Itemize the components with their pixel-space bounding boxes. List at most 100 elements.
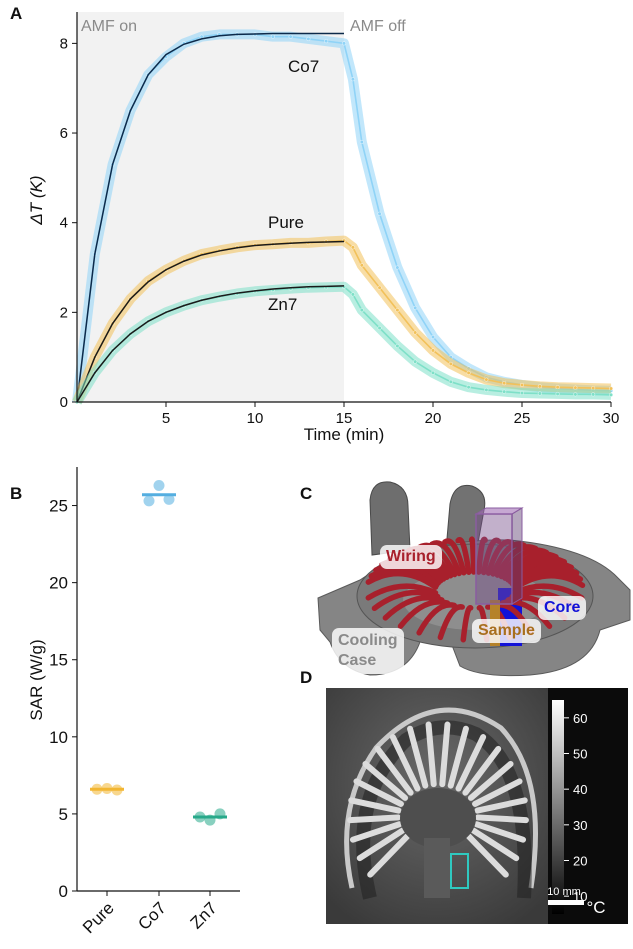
coil-winding — [502, 551, 559, 581]
coil-winding — [499, 599, 553, 629]
x-tick-label: 20 — [425, 410, 442, 427]
coil-winding — [505, 555, 568, 583]
thermal-outer-ring — [344, 707, 538, 889]
thermal-coil-spoke — [447, 725, 469, 789]
colorbar-gradient — [552, 700, 564, 914]
thermal-coil-spoke — [374, 745, 414, 796]
fit-curve-pure — [76, 240, 345, 403]
series-point-co7 — [359, 139, 364, 144]
series-point-co7 — [350, 77, 355, 82]
thermal-coil-spoke — [465, 833, 509, 878]
series-point-co7 — [431, 335, 436, 340]
coil-winding — [485, 539, 515, 576]
cooling-pipe-right — [445, 484, 486, 555]
x-axis-label: Time (min) — [304, 425, 385, 444]
coil-winding — [416, 602, 458, 636]
sar-x-tick-label: Zn7 — [187, 898, 221, 932]
series-point-co7 — [270, 34, 275, 39]
cooling-case-label: Cooling Case — [332, 628, 404, 674]
fit-curve-zn7 — [76, 285, 345, 403]
colorbar-tick-label: 40 — [573, 782, 587, 797]
cooling-pipe-left — [369, 481, 411, 556]
series-point-co7 — [324, 39, 329, 44]
panel-letter-b: B — [10, 484, 23, 503]
series-point-pure — [448, 361, 453, 366]
coil-winding — [442, 538, 467, 576]
series-point-co7 — [342, 41, 347, 46]
series-point-co7 — [395, 265, 400, 270]
sar-point-co7 — [143, 495, 155, 507]
y-tick-label: 6 — [60, 125, 68, 142]
panel-letter-c: C — [300, 484, 313, 503]
coil-winding — [365, 583, 439, 601]
amf-off-label: AMF off — [350, 18, 406, 35]
sample-roi-box — [450, 853, 469, 889]
thermal-coil-spoke — [439, 721, 451, 788]
series-point-pure — [573, 385, 578, 390]
x-tick-label: 15 — [336, 410, 353, 427]
thermal-sample-stem — [424, 838, 450, 898]
series-point-zn7 — [359, 308, 364, 313]
thermal-coil-spoke — [389, 734, 421, 792]
sample-vial — [475, 513, 513, 605]
thermal-coil-spoke — [353, 778, 404, 807]
thermal-coil-spoke — [367, 833, 411, 878]
sar-x-tick-label: Pure — [79, 898, 118, 937]
series-point-zn7 — [413, 359, 418, 364]
series-point-zn7 — [484, 387, 489, 392]
coil-winding — [494, 544, 539, 578]
coil-winding — [512, 573, 586, 592]
thermal-coil-spoke — [474, 797, 528, 814]
sample-label: Sample — [472, 619, 541, 643]
thermal-coil-spoke — [455, 734, 487, 792]
thermal-coil-spoke — [467, 760, 514, 801]
coil-winding — [368, 566, 440, 588]
coil-winding — [429, 540, 462, 577]
sar-y-tick-label: 20 — [49, 574, 68, 593]
series-point-co7 — [413, 305, 418, 310]
series-label-co7: Co7 — [288, 57, 319, 76]
thermal-image-panel: 10 20 30 40 50 60 °C 10 mm — [326, 688, 628, 924]
colorbar-tick-label: 50 — [573, 747, 587, 762]
series-point-zn7 — [537, 391, 542, 396]
x-tick-label: 5 — [162, 410, 170, 427]
sar-y-tick-label: 5 — [59, 805, 68, 824]
x-tick-label: 10 — [247, 410, 264, 427]
coil-winding — [371, 589, 441, 612]
series-point-zn7 — [448, 379, 453, 384]
series-point-pure — [431, 348, 436, 353]
series-point-zn7 — [591, 392, 596, 397]
colorbar-tick-label: 60 — [573, 711, 587, 726]
thermal-coil-spoke — [349, 821, 403, 843]
series-label-zn7: Zn7 — [268, 295, 297, 314]
core-label: Core — [538, 596, 587, 620]
amf-on-label: AMF on — [81, 18, 137, 35]
thermal-coil-spoke — [472, 778, 523, 807]
series-point-pure — [350, 245, 355, 250]
x-tick-label: 25 — [514, 410, 531, 427]
series-point-zn7 — [377, 326, 382, 331]
coil-winding — [480, 537, 502, 576]
thermal-coil-spoke — [348, 797, 402, 814]
series-point-pure — [555, 385, 560, 390]
y-tick-label: 4 — [60, 215, 68, 232]
thermal-coil-spoke — [473, 821, 527, 843]
series-point-co7 — [377, 211, 382, 216]
sar-chart: 0 5 10 15 20 25 Pure Co7 Zn7 SAR (W/g) — [27, 467, 240, 937]
scale-bar — [548, 900, 584, 905]
temperature-rise-chart: 5 10 15 20 25 30 0 2 4 6 8 AMF on AMF off Time (mi… — [27, 12, 619, 444]
thermal-coil-spokes — [347, 721, 529, 878]
series-point-zn7 — [395, 343, 400, 348]
thermal-coil-spoke — [470, 827, 520, 862]
series-point-pure — [395, 308, 400, 313]
series-point-pure — [484, 377, 489, 382]
sar-point-co7 — [153, 480, 165, 492]
coil-winding — [490, 541, 527, 577]
coil-winding — [468, 536, 477, 575]
y-axis-label: ΔT (K) — [27, 175, 46, 225]
sar-y-tick-label: 10 — [49, 728, 68, 747]
thermal-coil-spoke — [425, 721, 437, 788]
series-point-pure — [591, 386, 596, 391]
